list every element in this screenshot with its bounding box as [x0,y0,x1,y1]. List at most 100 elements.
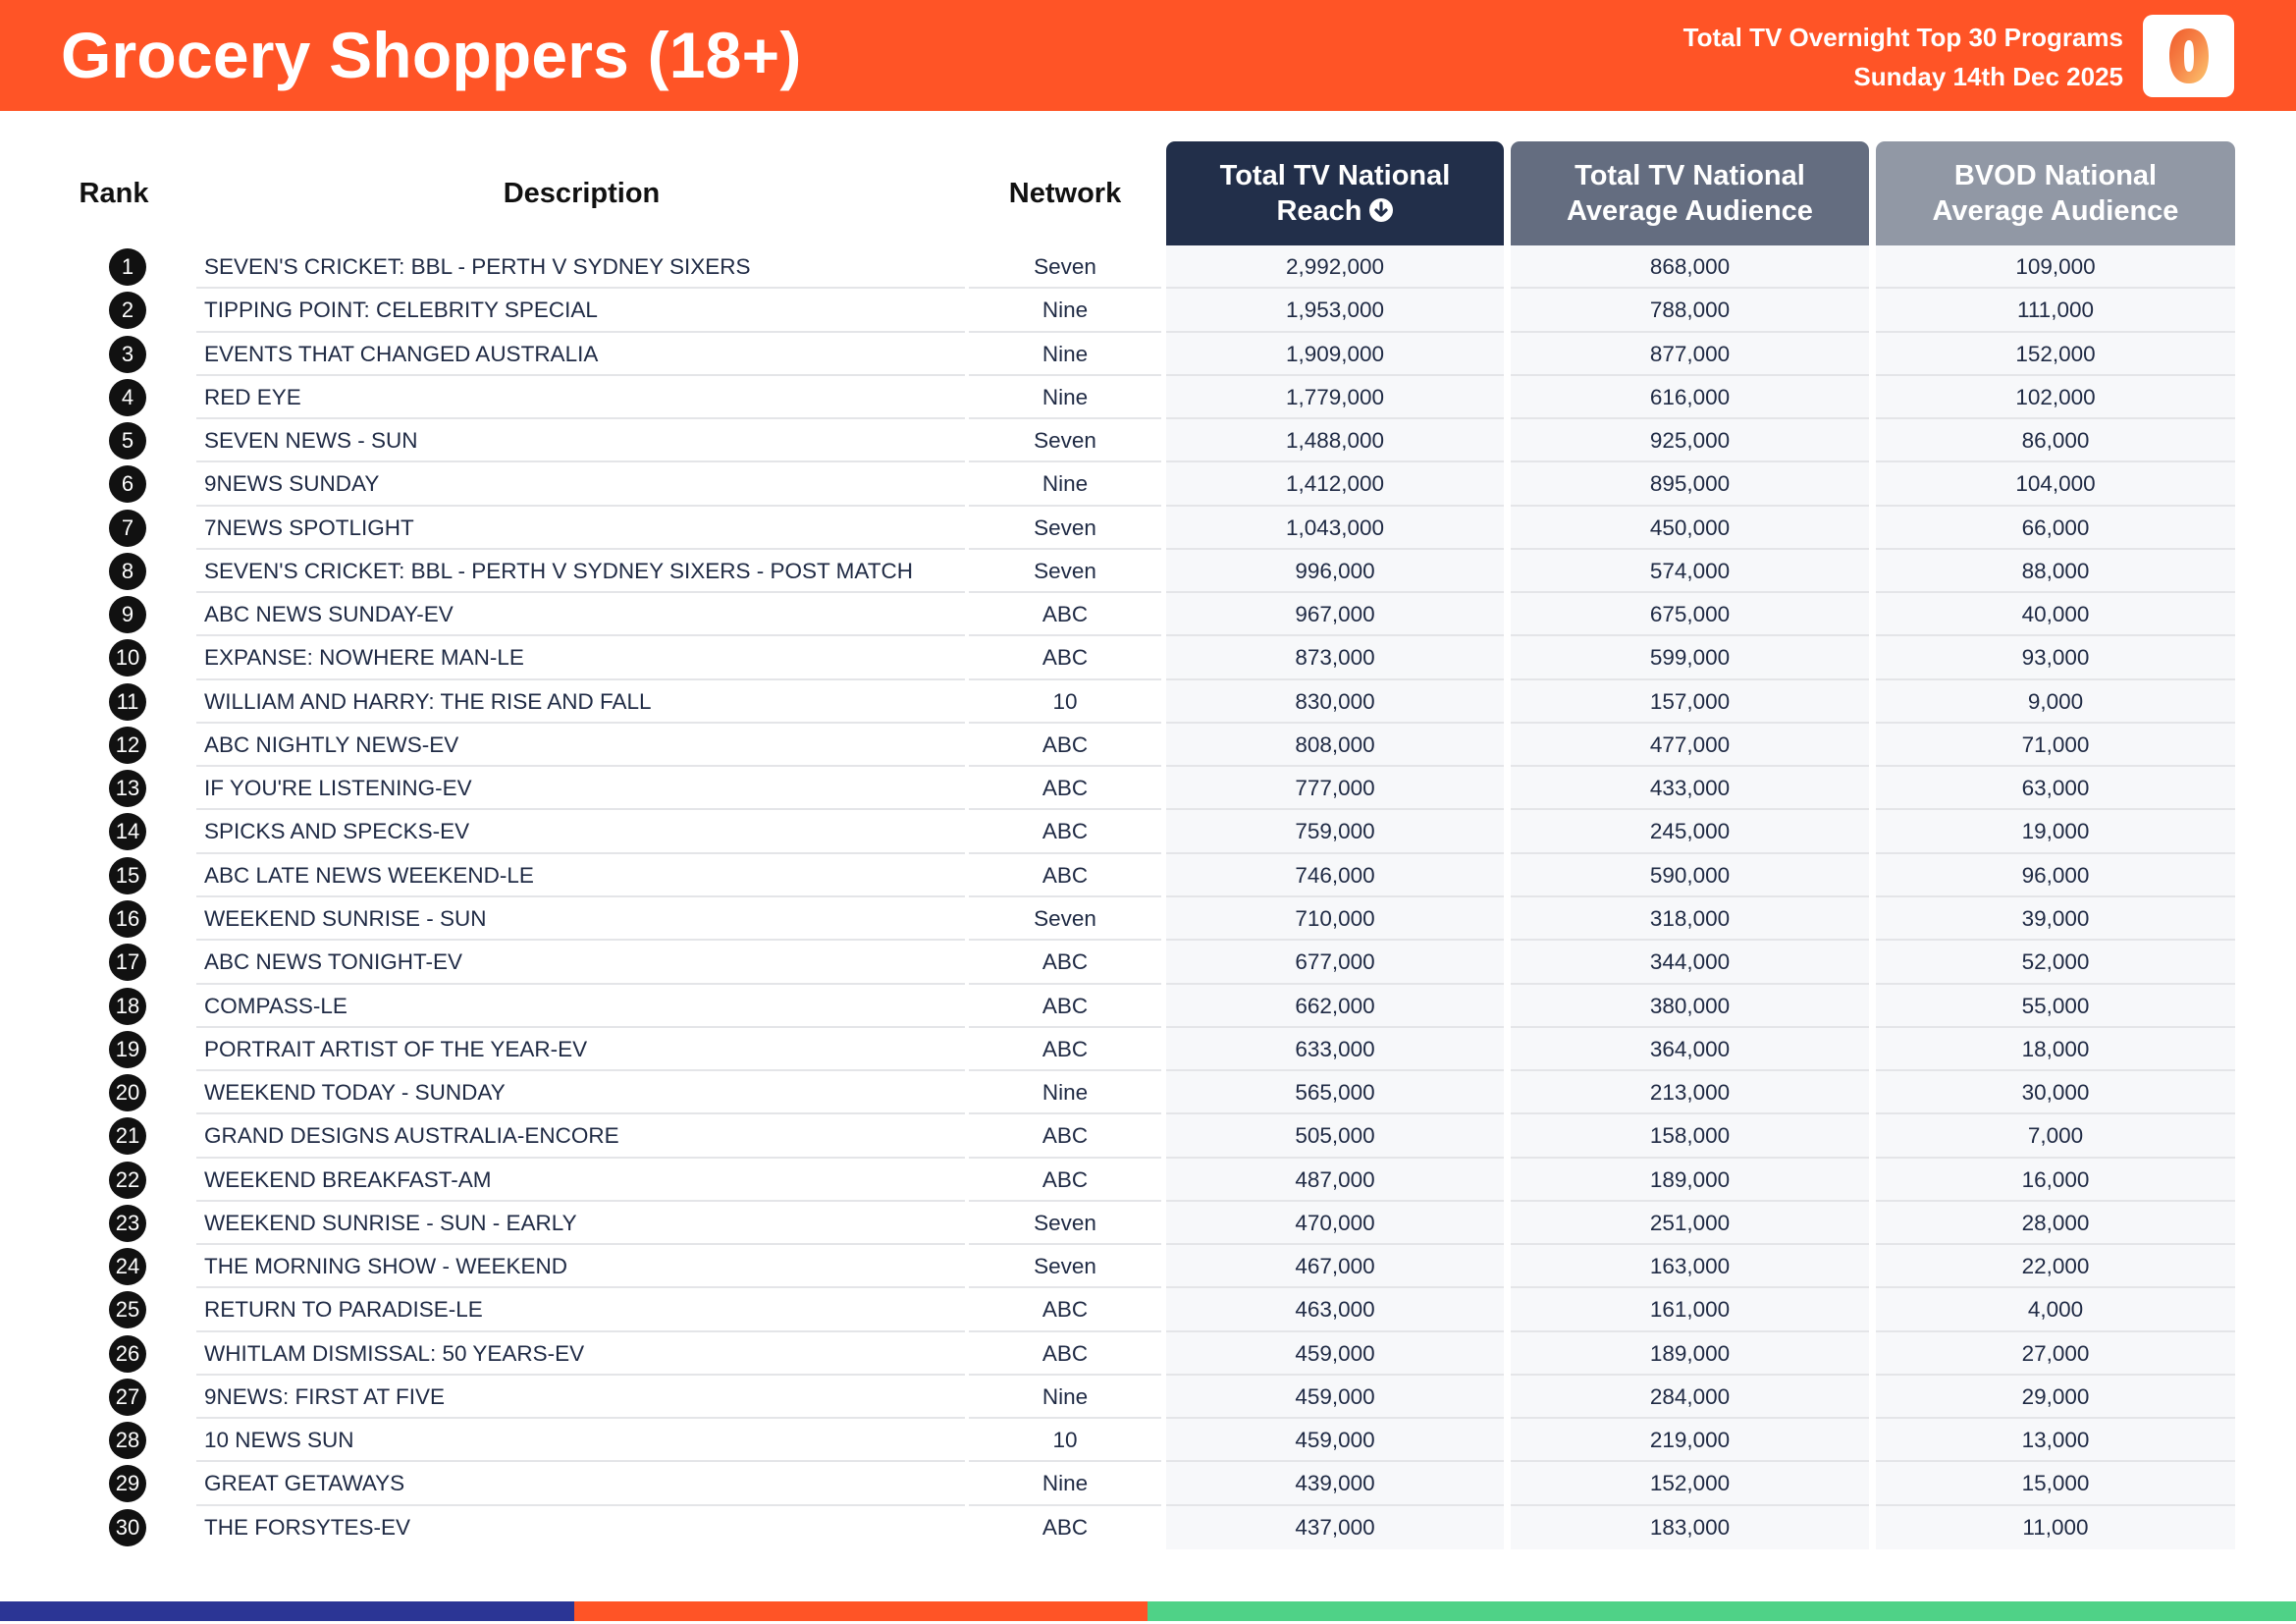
network-cell: Nine [1041,1471,1089,1496]
table-row[interactable]: 22 WEEKEND BREAKFAST-AM ABC 487,000 189,000 1… [0,1159,2296,1202]
network-cell: ABC [1041,1166,1089,1192]
row-divider [1876,460,2235,463]
network-cell: Seven [1034,254,1096,279]
row-divider [969,634,1161,637]
row-divider [196,765,965,768]
table-row[interactable]: 12 ABC NIGHTLY NEWS-EV ABC 808,000 477,000 71… [0,724,2296,768]
network-cell: Nine [1041,341,1089,366]
table-row[interactable]: 4 RED EYE Nine 1,779,000 616,000 102,000 [0,376,2296,420]
row-divider [1511,634,1869,637]
row-divider [1511,287,1869,290]
network-cell: ABC [1041,993,1089,1018]
bvod-average-audience-cell: 30,000 [2021,1080,2090,1106]
row-divider [1511,1243,1869,1246]
bvod-average-audience-cell: 40,000 [2021,602,2090,627]
row-divider [196,634,965,637]
row-divider [1166,1460,1504,1463]
row-divider [1166,591,1504,594]
table-row[interactable]: 18 COMPASS-LE ABC 662,000 380,000 55,000 [0,985,2296,1028]
table-row[interactable]: 30 THE FORSYTES-EV ABC 437,000 183,000 11,000 [0,1506,2296,1549]
row-divider [969,851,1161,854]
table-row[interactable]: 2 TIPPING POINT: CELEBRITY SPECIAL Nine 1,9… [0,289,2296,333]
bvod-average-audience-cell: 152,000 [2015,341,2096,366]
table-row[interactable]: 5 SEVEN NEWS - SUN Seven 1,488,000 925,000 86… [0,419,2296,463]
rank-badge: 4 [109,378,146,416]
row-divider [1166,1417,1504,1420]
program-description: PORTRAIT ARTIST OF THE YEAR-EV [204,1036,588,1061]
bvod-average-audience-cell: 102,000 [2015,384,2096,409]
column-header-rank[interactable]: Rank [79,177,149,209]
table-row[interactable]: 25 RETURN TO PARADISE-LE ABC 463,000 161,000… [0,1288,2296,1332]
program-description: SEVEN'S CRICKET: BBL - PERTH V SYDNEY SI… [204,254,751,279]
table-row[interactable]: 16 WEEKEND SUNRISE - SUN Seven 710,000 318,0… [0,897,2296,942]
table-row[interactable]: 28 10 NEWS SUN 10 459,000 219,000 13,000 [0,1419,2296,1463]
table-row[interactable]: 24 THE MORNING SHOW - WEEKEND Seven 467,000… [0,1245,2296,1289]
table-row[interactable]: 14 SPICKS AND SPECKS-EV ABC 759,000 245,000 1… [0,810,2296,854]
column-header-average-audience[interactable]: Total TV National Average Audience [1511,141,1869,245]
row-divider [196,504,965,507]
program-description: WILLIAM AND HARRY: THE RISE AND FALL [204,688,652,714]
rank-badge: 25 [109,1291,146,1329]
row-divider [1166,939,1504,942]
network-cell: ABC [1041,1123,1089,1149]
table-row[interactable]: 6 9NEWS SUNDAY Nine 1,412,000 895,000 104,000 [0,462,2296,507]
table-row[interactable]: 10 EXPANSE: NOWHERE MAN-LE ABC 873,000 599,0… [0,636,2296,680]
row-divider [1876,1243,2235,1246]
row-divider [969,1417,1161,1420]
column-header-network[interactable]: Network [1008,177,1122,209]
table-row[interactable]: 15 ABC LATE NEWS WEEKEND-LE ABC 746,000 590,… [0,854,2296,897]
bvod-average-audience-cell: 88,000 [2021,558,2090,583]
network-cell: ABC [1041,1297,1089,1323]
table-row[interactable]: 11 WILLIAM AND HARRY: THE RISE AND FALL 10… [0,680,2296,724]
average-audience-cell: 318,000 [1649,905,1731,931]
table-row[interactable]: 27 9NEWS: FIRST AT FIVE Nine 459,000 284,000… [0,1376,2296,1420]
row-divider [969,765,1161,768]
row-divider [1876,1156,2235,1159]
table-row[interactable]: 1 SEVEN'S CRICKET: BBL - PERTH V SYDNEY S… [0,245,2296,290]
row-divider [969,547,1161,550]
row-divider [969,1503,1161,1506]
bvod-average-audience-cell: 111,000 [2017,298,2094,323]
bvod-header-line1: BVOD National [1953,160,2158,191]
reach-cell: 1,909,000 [1285,341,1385,366]
row-divider [969,808,1161,811]
table-row[interactable]: 23 WEEKEND SUNRISE - SUN - EARLY Seven 470,… [0,1202,2296,1246]
row-divider [969,1373,1161,1376]
row-divider [969,677,1161,680]
row-divider [1876,1286,2235,1289]
reach-cell: 487,000 [1295,1166,1375,1192]
average-audience-cell: 152,000 [1649,1471,1731,1496]
avg-header-line2: Average Audience [1567,195,1813,227]
row-divider [1166,808,1504,811]
column-header-bvod-average-audience[interactable]: BVOD National Average Audience [1876,141,2235,245]
row-divider [196,982,965,985]
network-cell: ABC [1041,949,1089,975]
network-cell: Seven [1034,1210,1096,1235]
bvod-average-audience-cell: 18,000 [2021,1036,2090,1061]
network-cell: ABC [1041,862,1089,888]
program-description: EXPANSE: NOWHERE MAN-LE [204,645,524,671]
table-row[interactable]: 3 EVENTS THAT CHANGED AUSTRALIA Nine 1,909,… [0,333,2296,376]
row-divider [1511,851,1869,854]
reach-cell: 808,000 [1295,731,1375,757]
sort-descending-icon[interactable] [1368,197,1394,223]
average-audience-cell: 925,000 [1649,428,1731,454]
table-row[interactable]: 13 IF YOU'RE LISTENING-EV ABC 777,000 433,00… [0,767,2296,811]
column-header-reach[interactable]: Total TV National Reach [1166,141,1504,245]
average-audience-cell: 219,000 [1649,1428,1731,1453]
table-row[interactable]: 17 ABC NEWS TONIGHT-EV ABC 677,000 344,000 52… [0,941,2296,985]
average-audience-cell: 251,000 [1649,1210,1731,1235]
table-row[interactable]: 20 WEEKEND TODAY - SUNDAY Nine 565,000 213,0… [0,1071,2296,1115]
table-row[interactable]: 8 SEVEN'S CRICKET: BBL - PERTH V SYDNEY S… [0,550,2296,594]
column-header-description[interactable]: Description [503,177,661,209]
table-row[interactable]: 7 7NEWS SPOTLIGHT Seven 1,043,000 450,000 66,… [0,507,2296,550]
table-row[interactable]: 9 ABC NEWS SUNDAY-EV ABC 967,000 675,000 40,0… [0,593,2296,637]
table-row[interactable]: 29 GREAT GETAWAYS Nine 439,000 152,000 15,000 [0,1462,2296,1506]
row-divider [196,1329,965,1332]
row-divider [1511,982,1869,985]
bvod-average-audience-cell: 109,000 [2015,254,2096,279]
table-row[interactable]: 26 WHITLAM DISMISSAL: 50 YEARS-EV ABC 459,0… [0,1332,2296,1376]
table-row[interactable]: 19 PORTRAIT ARTIST OF THE YEAR-EV ABC 633,0… [0,1028,2296,1072]
row-divider [196,808,965,811]
table-row[interactable]: 21 GRAND DESIGNS AUSTRALIA-ENCORE ABC 505,0… [0,1114,2296,1159]
